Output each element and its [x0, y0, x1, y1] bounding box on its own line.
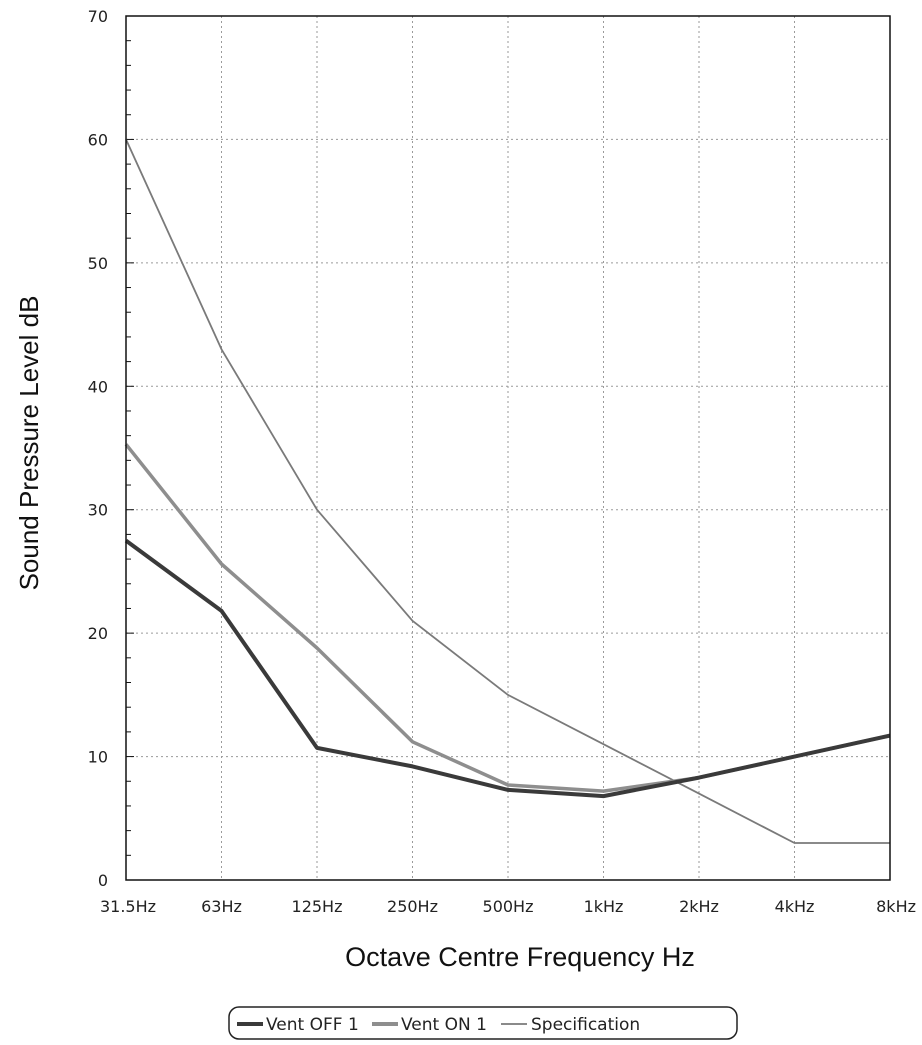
legend: Vent OFF 1 Vent ON 1 Specification — [228, 1006, 738, 1040]
series-line-vent-off — [124, 538, 891, 799]
legend-label-vent-off: Vent OFF 1 — [266, 1015, 359, 1035]
y-tick-label: 20 — [88, 624, 108, 643]
x-tick-label: 4kHz — [775, 897, 815, 916]
x-tick-label: 1kHz — [584, 897, 624, 916]
x-tick-label: 31.5Hz — [100, 897, 156, 916]
grid — [126, 15, 890, 881]
y-tick-label: 50 — [88, 254, 108, 273]
plot-area-frame — [125, 15, 891, 881]
x-tick-label: 500Hz — [483, 897, 534, 916]
series-group — [124, 139, 891, 844]
x-tick-label: 63Hz — [201, 897, 242, 916]
y-tick-label: 30 — [88, 501, 108, 520]
y-tick-label: 70 — [88, 7, 108, 26]
y-tick-label: 40 — [88, 377, 108, 396]
x-tick-label: 250Hz — [387, 897, 438, 916]
x-axis-ticks: 31.5Hz 63Hz 125Hz 250Hz 500Hz 1kHz 2kHz 4kHz 8kH… — [100, 897, 916, 916]
legend-label-vent-on: Vent ON 1 — [401, 1015, 487, 1035]
x-tick-label: 8kHz — [876, 897, 916, 916]
legend-label-specification: Specification — [531, 1015, 640, 1035]
x-tick-label: 2kHz — [679, 897, 719, 916]
x-tick-label: 125Hz — [292, 897, 343, 916]
y-axis-title: Sound Pressure Level dB — [14, 296, 44, 591]
legend-box — [228, 1006, 738, 1040]
y-tick-label: 0 — [98, 871, 108, 890]
series-line-specification — [125, 139, 890, 844]
y-tick-label: 60 — [88, 130, 108, 149]
x-axis-title: Octave Centre Frequency Hz — [345, 942, 695, 972]
y-tick-label: 10 — [88, 748, 108, 767]
y-axis-ticks: 0 10 20 30 40 50 60 70 — [88, 7, 108, 890]
